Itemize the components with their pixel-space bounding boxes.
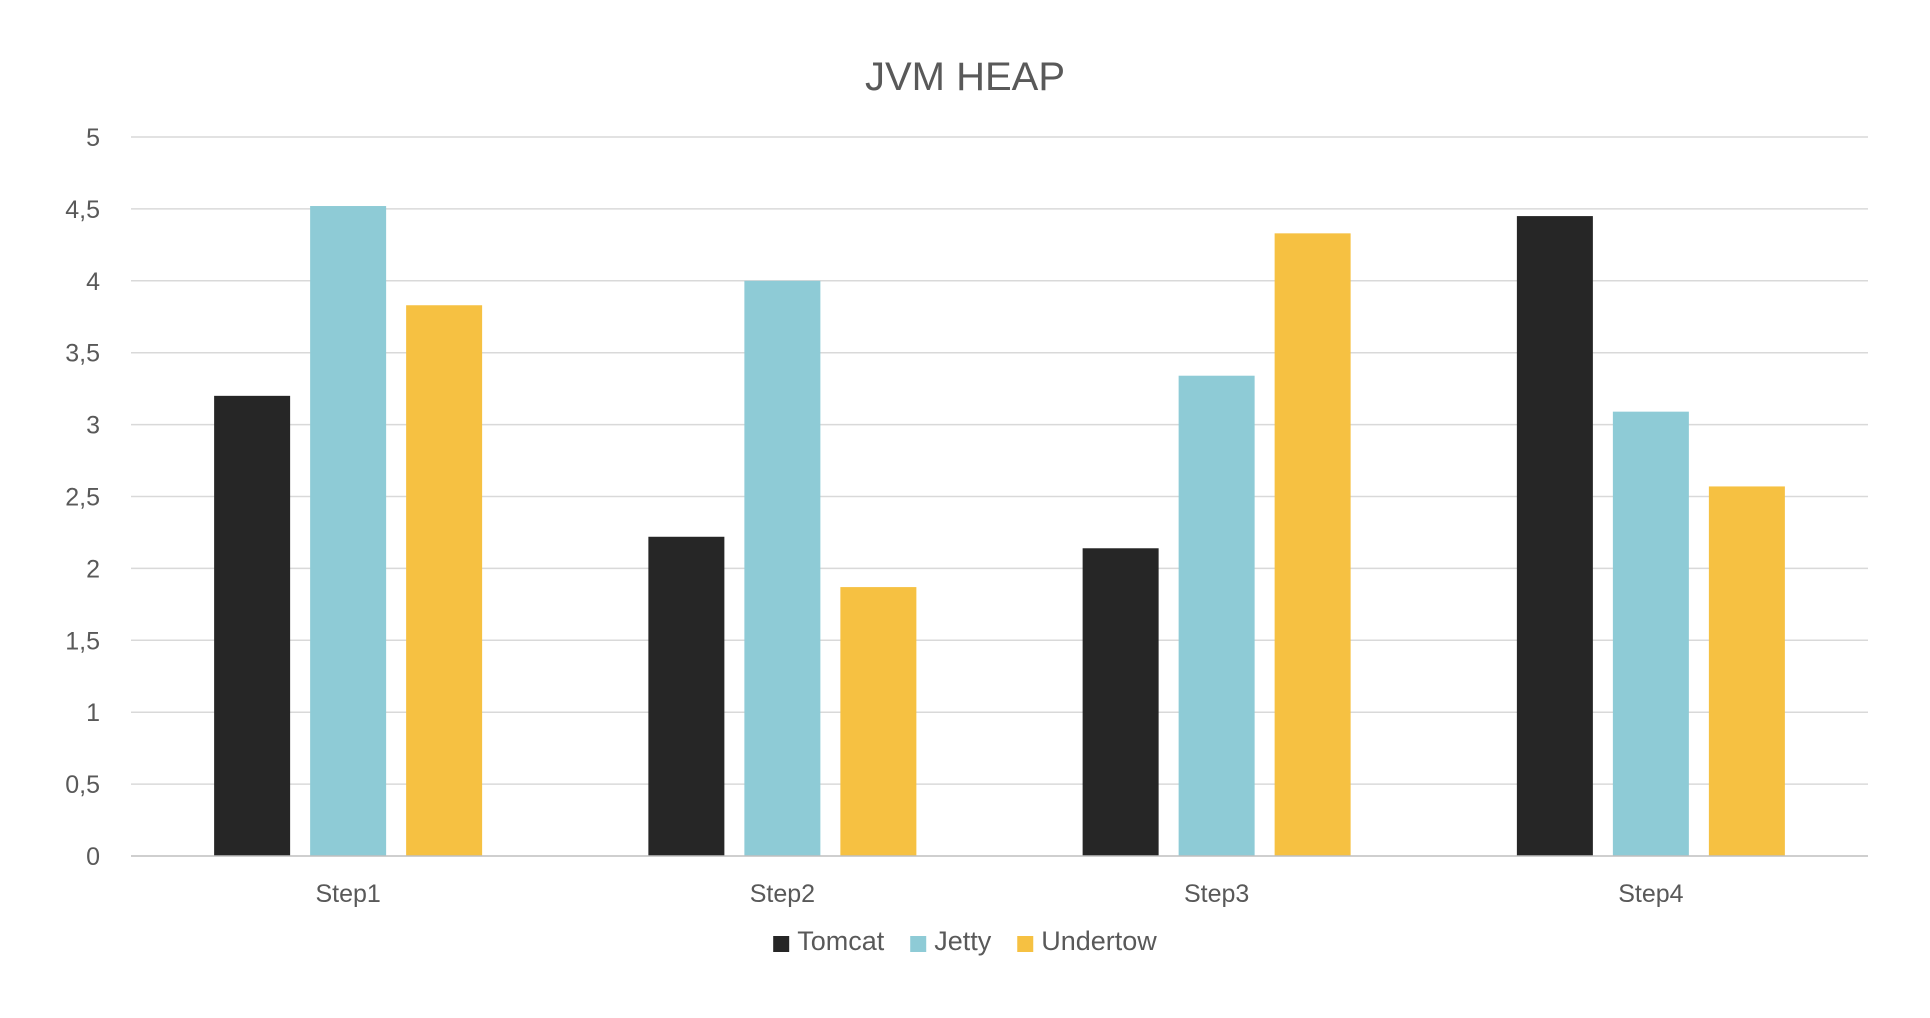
y-tick-label: 2,5 [65, 484, 100, 512]
chart-title: JVM HEAP [865, 55, 1065, 99]
y-tick-label: 5 [86, 124, 100, 152]
legend-swatch [773, 936, 790, 952]
bar-tomcat-step2 [648, 536, 725, 856]
legend-label: Tomcat [797, 926, 885, 956]
legend-swatch [910, 936, 927, 952]
y-tick-label: 4,5 [65, 196, 100, 224]
y-tick-label: 0,5 [65, 771, 100, 799]
x-tick-label: Step3 [1184, 880, 1249, 908]
bar-jetty-step2 [744, 280, 821, 856]
y-tick-label: 1,5 [65, 627, 100, 655]
bar-tomcat-step1 [214, 395, 291, 856]
x-tick-label: Step2 [750, 880, 815, 908]
y-tick-label: 0 [86, 843, 100, 871]
legend-swatch [1017, 936, 1034, 952]
gridlines [131, 136, 1868, 785]
x-tick-label: Step4 [1618, 880, 1683, 908]
legend-item-undertow: Undertow [1017, 926, 1157, 956]
bar-tomcat-step3 [1082, 548, 1159, 856]
y-tick-label: 4 [86, 268, 100, 296]
y-tick-label: 1 [86, 699, 100, 727]
y-tick-label: 3 [86, 412, 100, 440]
bar-tomcat-step4 [1516, 216, 1593, 857]
legend: Tomcat Jetty Undertow [773, 926, 1157, 956]
bars [214, 206, 1785, 857]
bar-undertow-step4 [1708, 486, 1785, 856]
y-tick-label: 3,5 [65, 340, 100, 368]
bar-jetty-step1 [310, 206, 387, 857]
bar-jetty-step4 [1612, 411, 1689, 856]
legend-label: Undertow [1041, 926, 1157, 956]
bar-jetty-step3 [1178, 375, 1255, 856]
bar-undertow-step3 [1274, 233, 1351, 856]
legend-label: Jetty [934, 926, 992, 956]
bar-undertow-step2 [840, 587, 917, 856]
legend-item-tomcat: Tomcat [773, 926, 885, 956]
x-tick-label: Step1 [315, 880, 380, 908]
y-tick-label: 2 [86, 555, 100, 583]
x-axis-ticks: Step1 Step2 Step3 Step4 [315, 880, 1683, 908]
bar-undertow-step1 [406, 305, 483, 857]
y-axis-ticks: 0 0,5 1 1,5 2 2,5 3 3,5 4 4,5 5 [65, 124, 100, 871]
legend-item-jetty: Jetty [910, 926, 992, 956]
